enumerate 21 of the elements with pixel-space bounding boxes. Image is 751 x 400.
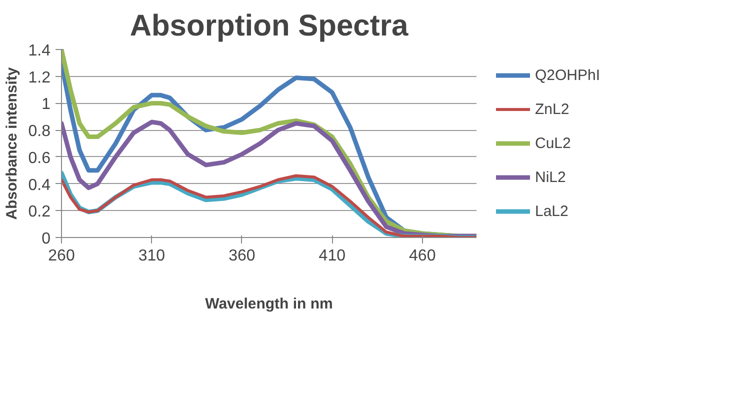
x-tick-label: 410	[318, 248, 346, 264]
y-axis-title: Absorbance intensity	[3, 66, 20, 220]
y-tick-label: 0.4	[28, 176, 51, 194]
y-tick-label: 0.6	[28, 150, 51, 167]
x-axis-title: Wavelength in nm	[205, 296, 333, 312]
y-tick-label: 1.4	[28, 42, 51, 60]
y-tick-label: 1	[42, 96, 51, 114]
y-tick-label: 1.2	[28, 69, 51, 86]
legend-label: CuL2	[535, 134, 571, 152]
legend-label: LaL2	[535, 202, 568, 220]
x-tick-label: 260	[48, 248, 75, 264]
legend-label: ZnL2	[535, 100, 570, 118]
legend-label: Q2OHPhI	[535, 66, 600, 84]
x-tick-label: 460	[409, 248, 436, 264]
y-tick-label: 0.2	[28, 204, 51, 221]
x-tick-label: 360	[228, 248, 256, 264]
y-tick-label: 0	[42, 230, 51, 248]
chart-title: Absorption Spectra	[130, 10, 408, 42]
x-tick-label: 310	[138, 248, 166, 264]
legend-label: NiL2	[535, 168, 566, 186]
y-tick-label: 0.8	[28, 123, 51, 140]
